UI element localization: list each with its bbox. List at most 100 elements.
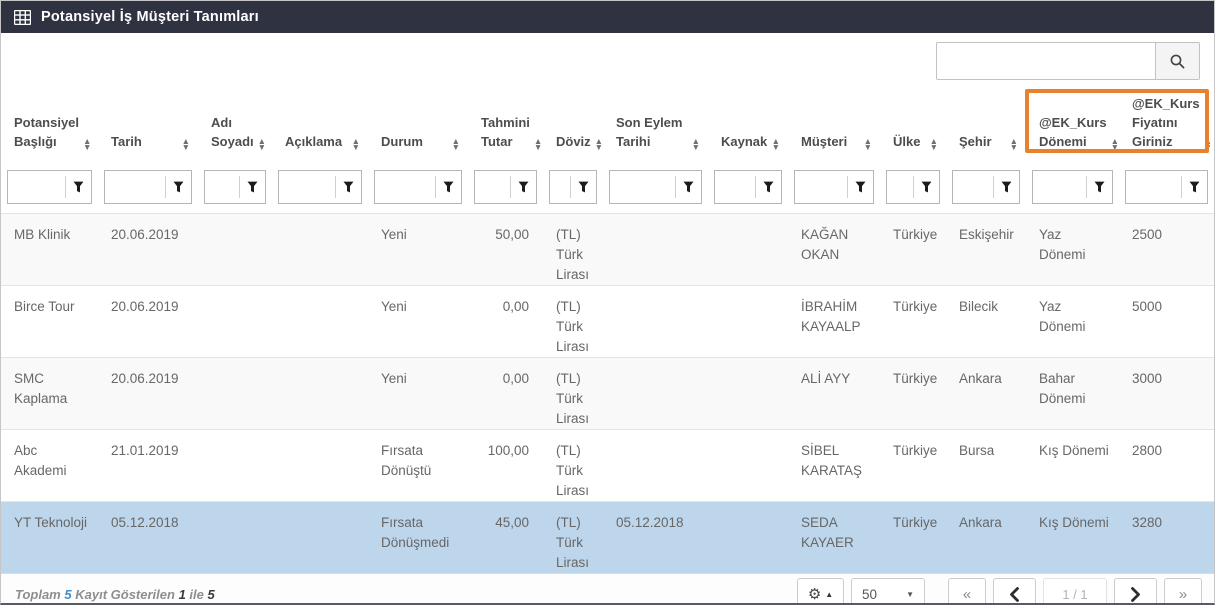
prev-page-button[interactable] [993,577,1036,603]
filter-input-son-eylem-tarihi[interactable] [610,170,675,203]
filter-input-aciklama[interactable] [279,170,335,203]
filter-box-kaynak [714,169,782,204]
cell-adi-soyadi [198,358,272,430]
cell-tahmini-tutar: 0,00 [502,371,529,387]
filter-input-tahmini-tutar[interactable] [475,170,510,203]
filter-divider [239,175,240,198]
column-header-doviz[interactable]: Döviz ▲ ▼ [543,89,603,161]
table-row[interactable]: Abc Akademi 21.01.2019 Fırsata Dönüştü 100,… [1,429,1214,502]
cell-kaynak [708,502,788,574]
column-header-tahmini-tutar[interactable]: Tahmini Tutar ▲ ▼ [468,89,543,161]
filter-input-ek-kurs-fiyatini-giriniz[interactable] [1126,170,1181,203]
filter-button-ek-kurs-donemi[interactable] [1087,171,1112,203]
filter-input-kaynak[interactable] [715,170,755,203]
filter-input-sehir[interactable] [953,170,993,203]
cell-potansiyel-basligi: MB Klinik [14,227,71,243]
filter-input-ulke[interactable] [887,170,913,203]
filter-input-musteri[interactable] [795,170,847,203]
cell-aciklama [272,286,368,358]
cell-tahmini-tutar: 50,00 [495,227,529,243]
page-size-select[interactable]: 50 ▼ [851,577,925,603]
column-header-kaynak[interactable]: Kaynak ▲ ▼ [708,89,788,161]
column-header-sehir[interactable]: Şehir ▲ ▼ [946,89,1026,161]
gear-icon: ⚙ [807,586,822,604]
column-header-tarih[interactable]: Tarih ▲ ▼ [98,89,198,161]
cell-sehir: Ankara [959,371,1002,387]
cell-doviz: (TL) Türk Lirası [556,227,590,283]
filter-button-ek-kurs-fiyatini-giriniz[interactable] [1182,171,1207,203]
filter-input-potansiyel-basligi[interactable] [8,170,65,203]
cell-durum: Yeni [381,299,407,315]
filter-button-musteri[interactable] [848,171,873,203]
total-count: 5 [64,587,72,603]
filter-button-tahmini-tutar[interactable] [511,171,536,203]
header-row: Potansiyel Başlığı ▲ ▼ Tarih ▲ ▼ Adı Soyadı ▲ ▼ A… [1,89,1214,161]
column-header-son-eylem-tarihi[interactable]: Son Eylem Tarihi ▲ ▼ [603,89,708,161]
filter-input-durum[interactable] [375,170,435,203]
filter-input-adi-soyadi[interactable] [205,170,239,203]
column-header-ek-kurs-donemi[interactable]: @EK_Kurs Dönemi ▲ ▼ [1026,89,1119,161]
sort-arrows-icon: ▲ ▼ [533,135,543,152]
filter-row [1,161,1214,214]
cell-son-eylem-tarihi: 05.12.2018 [616,515,684,531]
filter-input-doviz[interactable] [550,170,570,203]
table-row[interactable]: MB Klinik 20.06.2019 Yeni 50,00 (TL) Türk Li… [1,213,1214,286]
cell-potansiyel-basligi: SMC Kaplama [14,371,68,407]
next-page-button[interactable] [1114,577,1157,603]
filter-button-durum[interactable] [436,171,461,203]
cell-aciklama [272,214,368,286]
cell-son-eylem-tarihi [603,430,708,502]
current-page-indicator: 1 / 1 [1043,577,1107,603]
filter-input-ek-kurs-donemi[interactable] [1033,170,1086,203]
shown-from: 1 [178,587,186,603]
search-button[interactable] [1155,43,1199,79]
filter-button-ulke[interactable] [914,171,939,203]
filter-button-potansiyel-basligi[interactable] [66,171,91,203]
global-search [936,42,1200,80]
cell-durum: Fırsata Dönüşmedi [381,515,450,551]
sort-arrows-icon: ▲ ▼ [691,135,700,152]
first-page-button[interactable]: « [948,577,986,603]
filter-divider [847,175,848,198]
search-input[interactable] [937,43,1155,79]
funnel-icon [247,181,258,193]
filter-box-musteri [794,169,874,204]
table-row[interactable]: SMC Kaplama 20.06.2019 Yeni 0,00 (TL) Türk L… [1,357,1214,430]
filter-button-aciklama[interactable] [336,171,361,203]
filter-divider [993,175,994,198]
column-label: Döviz [556,133,591,149]
filter-button-son-eylem-tarihi[interactable] [676,171,701,203]
cell-ek-kurs-donemi: Kış Dönemi [1039,515,1109,531]
cell-ulke: Türkiye [893,443,938,459]
filter-button-tarih[interactable] [166,171,191,203]
column-label: @EK_Kurs Dönemi [1039,114,1107,149]
column-header-adi-soyadi[interactable]: Adı Soyadı ▲ ▼ [198,89,272,161]
filter-box-sehir [952,169,1020,204]
column-header-potansiyel-basligi[interactable]: Potansiyel Başlığı ▲ ▼ [1,89,98,161]
filter-button-adi-soyadi[interactable] [240,171,265,203]
filter-divider [65,175,66,198]
table-row[interactable]: Birce Tour 20.06.2019 Yeni 0,00 (TL) Türk Li… [1,285,1214,358]
cell-aciklama [272,502,368,574]
last-page-button[interactable]: » [1164,577,1202,603]
column-header-aciklama[interactable]: Açıklama ▲ ▼ [272,89,368,161]
table-row[interactable]: YT Teknoloji 05.12.2018 Fırsata Dönüşmedi 4… [1,501,1214,574]
cell-ek-kurs-donemi: Bahar Dönemi [1039,371,1086,407]
cell-tahmini-tutar: 0,00 [502,299,529,315]
filter-button-kaynak[interactable] [756,171,781,203]
sort-arrows-icon: ▲ ▼ [257,135,267,152]
column-header-ulke[interactable]: Ülke ▲ ▼ [880,89,946,161]
settings-button[interactable]: ⚙ ▲ [797,577,844,604]
filter-divider [1086,175,1087,198]
column-header-durum[interactable]: Durum ▲ ▼ [368,89,468,161]
column-header-musteri[interactable]: Müşteri ▲ ▼ [788,89,880,161]
shown-to: 5 [207,587,215,603]
filter-input-tarih[interactable] [105,170,165,203]
cell-doviz: (TL) Türk Lirası [556,515,590,571]
column-label: Kaynak [721,133,768,149]
funnel-icon [578,181,589,193]
column-header-ek-kurs-fiyatini-giriniz[interactable]: @EK_Kurs Fiyatını Giriniz ▲ ▼ [1119,89,1214,161]
search-icon [1169,53,1186,70]
filter-button-sehir[interactable] [994,171,1019,203]
filter-button-doviz[interactable] [571,171,596,203]
